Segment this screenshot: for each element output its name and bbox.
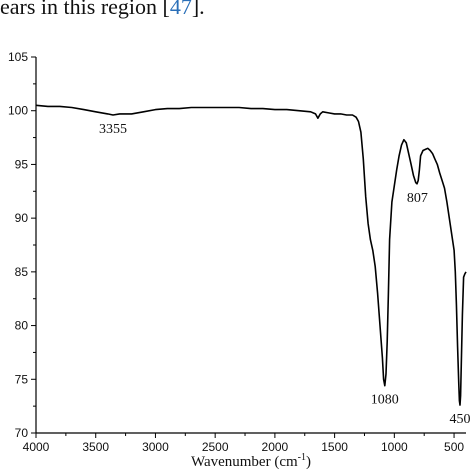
x-tick-label: 3000 — [142, 440, 169, 454]
x-tick-label: 2000 — [262, 440, 289, 454]
y-tick-label: 90 — [15, 211, 29, 225]
x-tick-label: 1000 — [381, 440, 408, 454]
chart-ticks: 4000 3500 3000 2500 2000 1500 1000 500 70 75 80 85 9… — [8, 50, 464, 454]
x-tick-label: 3500 — [82, 440, 109, 454]
spectrum-line — [35, 104, 467, 406]
chart-series — [35, 104, 467, 406]
chart-annotations: 3355 1080 807 450 — [99, 122, 470, 427]
y-tick-label: 70 — [15, 426, 29, 440]
y-tick-label: 105 — [8, 50, 28, 64]
y-tick-label: 85 — [15, 265, 29, 279]
x-axis-title: Wavenumber (cm-1) — [191, 452, 311, 470]
x-axis-title-superscript: -1 — [298, 452, 306, 463]
peak-label: 807 — [407, 191, 428, 206]
x-axis-title-close: ) — [306, 454, 311, 470]
x-tick-label: 500 — [444, 440, 464, 454]
citation-link[interactable]: 47 — [169, 0, 192, 19]
context-paragraph-text: ears in this region [47]. — [0, 0, 205, 20]
context-text-before: ears in this region [ — [0, 0, 170, 19]
x-tick-label: 4000 — [23, 440, 50, 454]
peak-label: 1080 — [371, 393, 399, 408]
peak-label: 450 — [450, 412, 471, 427]
y-tick-label: 75 — [15, 372, 29, 386]
x-axis-title-main: Wavenumber (cm — [191, 454, 298, 470]
context-text-after: ]. — [191, 0, 205, 19]
y-tick-label: 100 — [8, 104, 28, 118]
peak-label: 3355 — [99, 122, 127, 137]
y-tick-label: 80 — [15, 319, 29, 333]
x-tick-label: 2500 — [202, 440, 229, 454]
x-tick-label: 1500 — [321, 440, 348, 454]
y-tick-label: 95 — [15, 157, 29, 171]
